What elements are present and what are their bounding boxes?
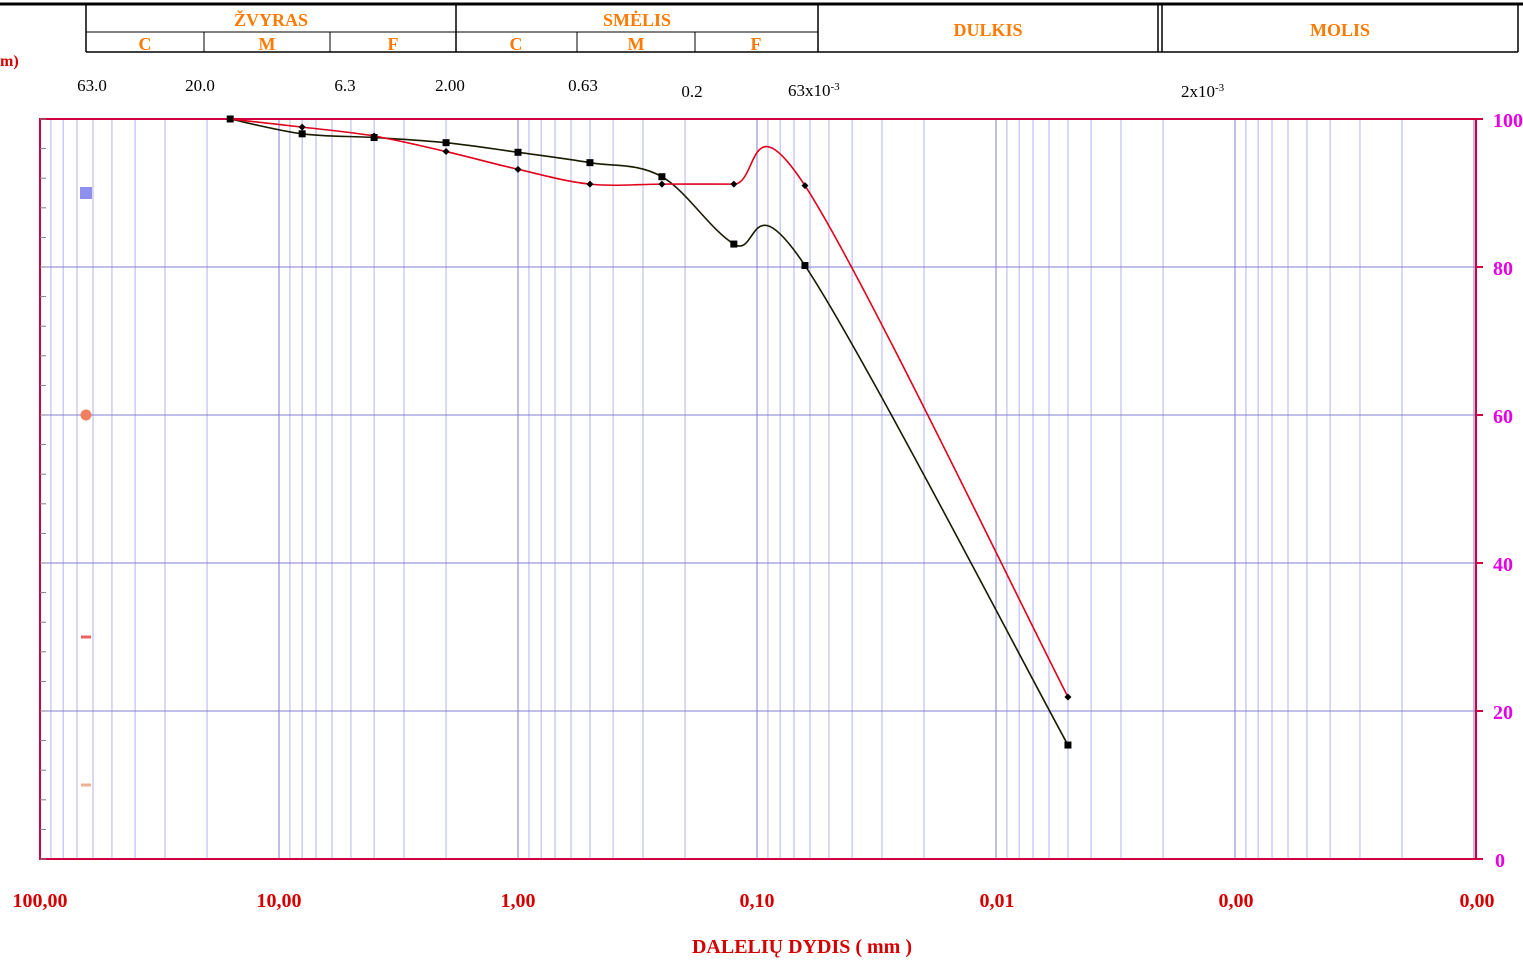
y-tick-label: 0 [1495, 850, 1505, 872]
header-group-silt: DULKIS [953, 20, 1022, 40]
header-sand-coarse: C [510, 34, 523, 54]
x-tick-label: 0,01 [980, 890, 1015, 912]
y-axis-ticks: 0 20 40 60 80 100 [1493, 110, 1523, 872]
series-0-point [298, 130, 306, 138]
y-tick-label: 60 [1493, 406, 1513, 428]
series-0-point [658, 173, 666, 181]
header-group-sand: SMĖLIS [603, 10, 671, 30]
legend-marker-dash [81, 635, 91, 639]
sieve-size-label: 63x10-3 [788, 81, 840, 100]
series-1-point [586, 180, 594, 188]
y-tick-label: 20 [1493, 702, 1513, 724]
header-sand-medium: M [628, 34, 645, 54]
legend-markers [80, 187, 92, 787]
y-tick-label: 80 [1493, 258, 1513, 280]
plot-frame [39, 118, 1483, 860]
header-gravel-fine: F [388, 34, 399, 54]
series-0-point [730, 240, 738, 248]
sieve-size-label: 6.3 [334, 76, 355, 95]
x-axis-ticks: 100,00 10,00 1,00 0,10 0,01 0,00 0,00 [13, 890, 1495, 912]
sieve-size-label: 63.0 [77, 76, 107, 95]
x-tick-label: 0,00 [1219, 890, 1254, 912]
series-0-line [230, 118, 1069, 746]
y-tick-label: 40 [1493, 554, 1513, 576]
cut-axis-label: m) [0, 53, 19, 70]
series-0-point [801, 262, 809, 270]
series-layer [226, 115, 1072, 749]
series-1-point [658, 180, 666, 188]
legend-marker-dash [81, 783, 91, 787]
x-tick-label: 0,10 [740, 890, 775, 912]
series-1-point [226, 115, 234, 123]
legend-marker-circle [80, 409, 92, 421]
series-1-line [230, 118, 1069, 698]
header-group-clay: MOLIS [1310, 20, 1370, 40]
series-0-point [514, 148, 522, 156]
header-gravel-coarse: C [139, 34, 152, 54]
series-0-point [1064, 741, 1072, 749]
sieve-size-label: 2x10-3 [1181, 82, 1225, 101]
plot-border [39, 118, 1477, 860]
sieve-size-labels: 63.0 20.0 6.3 2.00 0.63 0.2 63x10-3 2x10… [77, 76, 1225, 101]
sieve-size-label: 20.0 [185, 76, 215, 95]
header-group-gravel: ŽVYRAS [234, 9, 308, 30]
header-sand-fine: F [751, 34, 762, 54]
sieve-size-label: 0.63 [568, 76, 598, 95]
series-0-point [586, 159, 594, 167]
legend-marker-square [80, 187, 92, 199]
y-tick-label: 100 [1493, 110, 1523, 132]
sieve-size-label: 0.2 [681, 82, 702, 101]
x-axis-title: DALELIŲ DYDIS ( mm ) [692, 936, 912, 958]
series-1-point [730, 180, 738, 188]
series-0-point [442, 139, 450, 147]
classification-header: ŽVYRAS SMĖLIS DULKIS MOLIS C M F C M F m… [0, 2, 1523, 70]
series-1-point [370, 132, 378, 140]
x-tick-label: 10,00 [257, 890, 302, 912]
series-1-point [1064, 693, 1072, 701]
sieve-size-label: 2.00 [435, 76, 465, 95]
series-1-point [514, 165, 522, 173]
series-1-point [801, 182, 809, 190]
x-tick-label: 100,00 [13, 890, 68, 912]
header-gravel-medium: M [259, 34, 276, 54]
series-1-point [298, 123, 306, 131]
chart-grid [40, 119, 1476, 859]
x-tick-label: 0,00 [1460, 890, 1495, 912]
series-1-point [442, 148, 450, 156]
x-tick-label: 1,00 [501, 890, 536, 912]
